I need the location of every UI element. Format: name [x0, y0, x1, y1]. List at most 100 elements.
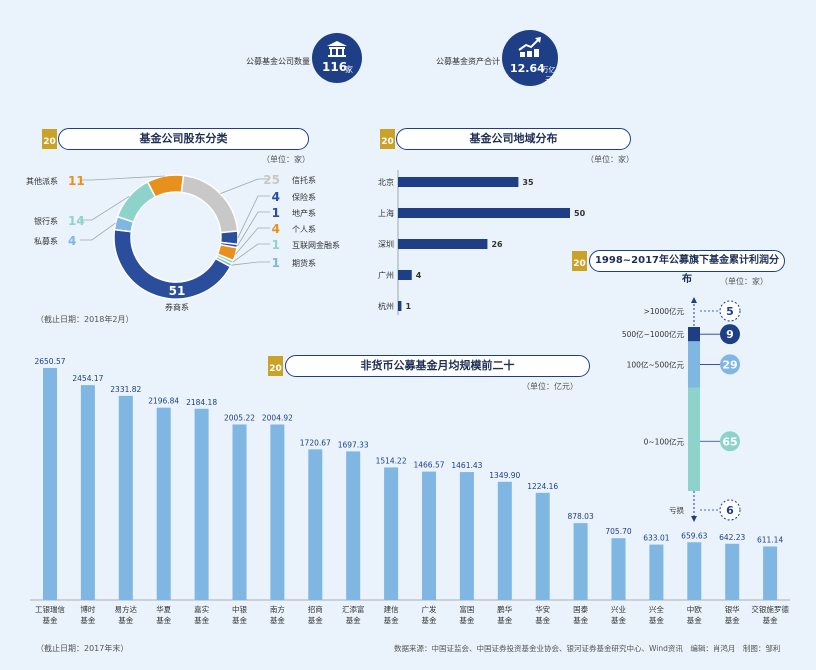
top20-bar — [763, 546, 778, 600]
top20-category-label-line2: 基金 — [763, 615, 778, 625]
region-value-label: 4 — [416, 271, 422, 280]
top20-value-label: 2650.57 — [34, 357, 65, 366]
top20-category-label: 嘉实 — [194, 604, 209, 614]
slice-value: 25 — [263, 173, 280, 187]
top20-bar — [346, 451, 361, 600]
slice-value: 11 — [68, 174, 85, 188]
top20-value-label: 1514.22 — [376, 456, 407, 465]
top20-value-label: 1224.16 — [527, 482, 558, 491]
section-badge-icon — [42, 129, 57, 149]
shareholder-footnote: （截止日期：2018年2月） — [36, 315, 134, 324]
profit-segment — [688, 387, 700, 491]
top20-category-label: 汇添富 — [342, 604, 365, 614]
top20-value-label: 2454.17 — [72, 374, 103, 383]
top20-bar — [687, 542, 702, 600]
top20-category-label: 建信 — [384, 604, 399, 614]
top20-category-label-line2: 基金 — [535, 615, 550, 625]
slice-value-broker: 51 — [169, 284, 186, 298]
top20-category-label-line2: 基金 — [459, 615, 474, 625]
top20-category-label: 易方达 — [115, 604, 138, 614]
top20-category-label: 鹏华 — [497, 604, 512, 614]
top20-chart-title: 非货币公募基金月均规模前二十 — [285, 355, 590, 377]
top20-category-label: 兴业 — [611, 604, 626, 614]
slice-label: 保险系 — [292, 192, 316, 202]
top20-bar — [80, 385, 95, 600]
top20-bar — [156, 407, 171, 600]
top20-value-label: 1466.57 — [413, 461, 444, 470]
slice-label-broker: 券商系 — [165, 302, 189, 312]
top20-bar — [270, 424, 285, 600]
profit-value-label: 5 — [726, 305, 734, 318]
top20-bar — [573, 523, 588, 600]
company-count-unit: 家 — [345, 65, 353, 74]
leader-line — [80, 175, 166, 181]
region-bar — [398, 239, 488, 249]
section-badge-text: 20 — [381, 137, 394, 147]
slice-label: 互联网金融系 — [292, 240, 340, 250]
top20-category-label-line2: 基金 — [422, 615, 437, 625]
top20-category-label-line2: 基金 — [156, 615, 171, 625]
leader-line — [220, 178, 270, 195]
company-count-badge: 116 家 — [312, 33, 362, 83]
region-category-label: 杭州 — [378, 301, 394, 311]
slice-label: 信托系 — [292, 175, 316, 185]
top20-category-label-line2: 基金 — [725, 615, 740, 625]
slice-value: 1 — [272, 206, 280, 220]
shareholder-chart-unit: （单位：家） — [262, 155, 310, 164]
top20-category-label: 中欧 — [687, 604, 702, 614]
slice-label: 期货系 — [292, 258, 316, 268]
top20-category-label: 华夏 — [156, 604, 171, 614]
top20-value-label: 1720.67 — [300, 438, 331, 447]
leader-line — [232, 243, 270, 263]
arrow-up-icon — [691, 297, 697, 303]
top20-category-label-line2: 基金 — [270, 615, 285, 625]
top20-value-label: 2004.92 — [262, 413, 293, 422]
top20-bar — [194, 408, 209, 600]
top20-value-label: 659.63 — [681, 531, 707, 540]
profit-value-badge — [720, 354, 740, 375]
section-badge-icon — [268, 356, 283, 376]
region-category-label: 深圳 — [378, 239, 394, 249]
top20-category-label-line2: 基金 — [308, 615, 323, 625]
top20-value-label: 1697.33 — [338, 440, 369, 449]
profit-value-label: 29 — [722, 358, 737, 371]
total-assets-unit: 万亿元 — [541, 66, 556, 84]
leader-line — [80, 195, 130, 221]
profit-category-label: 0~100亿元 — [644, 436, 685, 446]
profit-value-label: 9 — [726, 328, 734, 341]
top20-bar — [308, 449, 323, 600]
top20-category-label: 华安 — [535, 604, 550, 614]
top20-category-label-line2: 基金 — [232, 615, 247, 625]
top20-bar — [43, 367, 57, 600]
profit-category-label: >1000亿元 — [644, 306, 685, 316]
slice-value: 4 — [272, 222, 280, 236]
top20-category-label: 富国 — [459, 604, 474, 614]
top20-category-label: 交银施罗德 — [751, 604, 789, 614]
top20-bar — [384, 467, 399, 600]
region-bar — [398, 301, 402, 311]
leader-line — [235, 227, 270, 255]
section-badge-text: 20 — [269, 364, 282, 374]
donut-slice — [116, 180, 157, 224]
company-count-value: 116 — [322, 60, 348, 74]
slice-value: 1 — [272, 238, 280, 252]
profit-chart-title: 1998~2017年公募旗下基金累计利润分布 — [589, 250, 785, 285]
leader-line — [236, 211, 270, 247]
profit-category-label: 100亿~500亿元 — [627, 359, 685, 369]
top20-category-label: 博时 — [80, 604, 95, 614]
source-note: 数据来源：中国证监会、中国证券投资基金业协会、银河证券基金研究中心、Wind资讯… — [394, 644, 781, 653]
profit-chart-unit: （单位：家） — [720, 277, 768, 286]
slice-label: 个人系 — [292, 224, 316, 234]
top20-chart-unit: （单位：亿元） — [522, 382, 578, 391]
top20-bar — [611, 538, 626, 600]
slice-label: 其他派系 — [26, 176, 58, 186]
top20-category-label-line2: 基金 — [118, 615, 133, 625]
total-assets-label: 公募基金资产合计 — [436, 57, 500, 66]
top20-category-label-line2: 基金 — [649, 615, 664, 625]
top20-category-label: 工银瑞信 — [35, 604, 65, 614]
section-badge-icon — [572, 251, 587, 271]
top20-bar — [649, 544, 664, 600]
section-badge-icon — [380, 129, 395, 149]
top20-value-label: 2196.84 — [148, 397, 179, 406]
donut-slice — [146, 174, 185, 199]
